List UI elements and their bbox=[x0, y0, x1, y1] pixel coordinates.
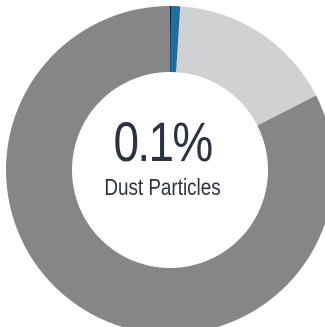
center-caption: Dust Particles bbox=[104, 174, 221, 200]
donut-hole bbox=[72, 72, 268, 268]
center-value: 0.1% bbox=[113, 110, 213, 173]
